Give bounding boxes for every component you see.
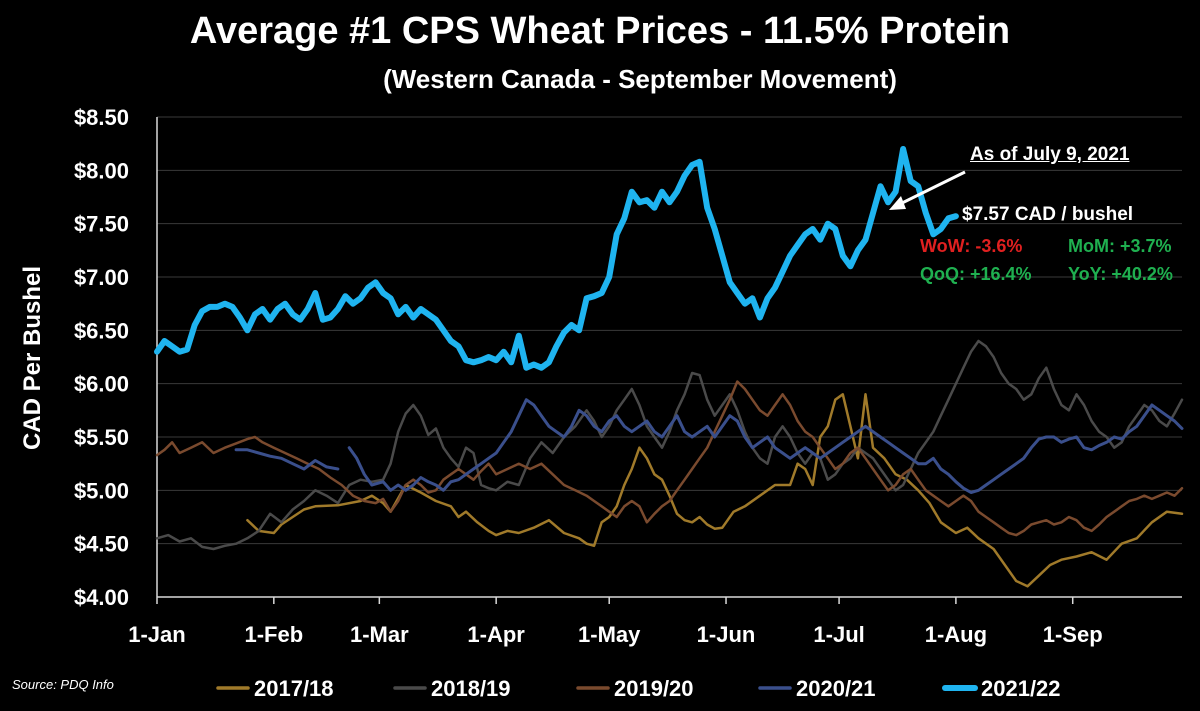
legend-label: 2018/19 xyxy=(431,676,511,701)
stat-wow: WoW: -3.6% xyxy=(920,236,1023,256)
annotation-date: As of July 9, 2021 xyxy=(970,144,1130,165)
series-line-2020-21 xyxy=(234,448,340,471)
y-tick-label: $4.50 xyxy=(74,532,129,557)
y-tick-label: $5.00 xyxy=(74,478,129,503)
x-tick-label: 1-Aug xyxy=(925,622,987,647)
y-tick-label: $8.50 xyxy=(74,105,129,130)
y-tick-label: $6.00 xyxy=(74,372,129,397)
series-lines xyxy=(154,146,1184,588)
series-line-2021-22 xyxy=(154,146,959,371)
x-tick-label: 1-May xyxy=(578,622,641,647)
gridlines xyxy=(156,116,1182,604)
x-tick-label: 1-Apr xyxy=(467,622,525,647)
stat-qoq: QoQ: +16.4% xyxy=(920,264,1032,284)
chart-subtitle: (Western Canada - September Movement) xyxy=(383,64,897,94)
y-tick-label: $7.50 xyxy=(74,212,129,237)
y-tick-label: $6.50 xyxy=(74,318,129,343)
annotation-arrow xyxy=(889,170,966,210)
arrow-shaft xyxy=(897,170,966,207)
annotation-price: $7.57 CAD / bushel xyxy=(962,204,1134,225)
legend-label: 2019/20 xyxy=(614,676,694,701)
y-tick-label: $4.00 xyxy=(74,585,129,610)
x-tick-label: 1-Feb xyxy=(244,622,303,647)
x-tick-label: 1-Jul xyxy=(813,622,864,647)
arrow-head xyxy=(889,196,906,210)
series-line-2017-18 xyxy=(246,393,1184,588)
legend-label: 2021/22 xyxy=(981,676,1061,701)
series-line-2019-20 xyxy=(155,380,1184,537)
source-note: Source: PDQ Info xyxy=(12,677,114,692)
legend: 2017/18 2018/19 2019/20 2020/21 2021/22 xyxy=(216,676,1061,701)
y-tick-label: $7.00 xyxy=(74,265,129,290)
y-tick-label: $5.50 xyxy=(74,425,129,450)
stat-mom: MoM: +3.7% xyxy=(1068,236,1172,256)
stat-yoy: YoY: +40.2% xyxy=(1068,264,1173,284)
x-tick-labels: 1-Jan 1-Feb 1-Mar 1-Apr 1-May 1-Jun 1-Jul 1-Aug… xyxy=(128,622,1102,647)
y-tick-label: $8.00 xyxy=(74,158,129,183)
series-line-2020-21 xyxy=(347,398,1184,494)
y-tick-labels: $4.00 $4.50 $5.00 $5.50 $6.00 $6.50 $7.00 $7.50… xyxy=(74,105,129,610)
x-tick-label: 1-Jan xyxy=(128,622,185,647)
x-tick-label: 1-Mar xyxy=(350,622,409,647)
legend-label: 2017/18 xyxy=(254,676,334,701)
legend-label: 2020/21 xyxy=(796,676,876,701)
x-tick-label: 1-Sep xyxy=(1043,622,1103,647)
chart-title: Average #1 CPS Wheat Prices - 11.5% Prot… xyxy=(189,10,1011,52)
series-line-2018-19 xyxy=(155,339,1184,551)
x-tick-label: 1-Jun xyxy=(697,622,756,647)
